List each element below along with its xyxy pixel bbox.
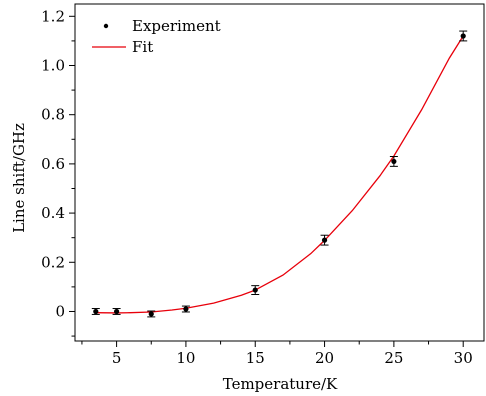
legend-experiment-marker — [103, 23, 109, 29]
legend-fit-label: Fit — [132, 38, 153, 56]
data-point — [183, 306, 189, 312]
legend-experiment-label: Experiment — [132, 17, 221, 35]
x-axis-label: Temperature/K — [223, 375, 338, 393]
x-tick-label: 25 — [384, 349, 403, 367]
y-tick-label: 1.2 — [41, 7, 65, 25]
x-tick-label: 20 — [315, 349, 334, 367]
data-point — [148, 311, 154, 317]
x-tick-label: 5 — [112, 349, 122, 367]
fit-curve — [95, 35, 464, 314]
y-tick-label: 1.0 — [41, 56, 65, 74]
data-point — [391, 158, 397, 165]
data-point — [460, 33, 466, 39]
legend: Experiment Fit — [92, 17, 221, 56]
plot-area: 5 10 15 20 25 30 0 0.2 0.4 0.6 0.8 1.0 1.2 — [41, 3, 485, 367]
data-point — [93, 308, 99, 315]
y-tick-label: 0.8 — [41, 106, 65, 124]
x-tick-label: 10 — [176, 349, 195, 367]
y-tick-label: 0.4 — [41, 204, 65, 222]
data-point — [252, 287, 258, 293]
plot-frame — [74, 3, 485, 342]
y-tick-label: 0.2 — [41, 253, 65, 271]
data-point — [321, 237, 328, 243]
y-tick-label: 0 — [55, 302, 65, 320]
data-point — [113, 308, 120, 315]
x-tick-label: 15 — [246, 349, 265, 367]
y-axis-label: Line shift/GHz — [10, 123, 28, 233]
y-tick-label: 0.6 — [41, 155, 65, 173]
x-tick-label: 30 — [454, 349, 473, 367]
